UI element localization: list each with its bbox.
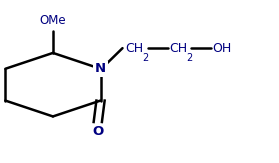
Text: OMe: OMe xyxy=(40,15,66,28)
Text: 2: 2 xyxy=(142,53,148,63)
Text: N: N xyxy=(95,62,106,75)
Text: OH: OH xyxy=(213,42,232,55)
Text: O: O xyxy=(92,125,104,138)
Text: 2: 2 xyxy=(186,53,192,63)
Text: CH: CH xyxy=(125,42,143,55)
Text: CH: CH xyxy=(169,42,187,55)
